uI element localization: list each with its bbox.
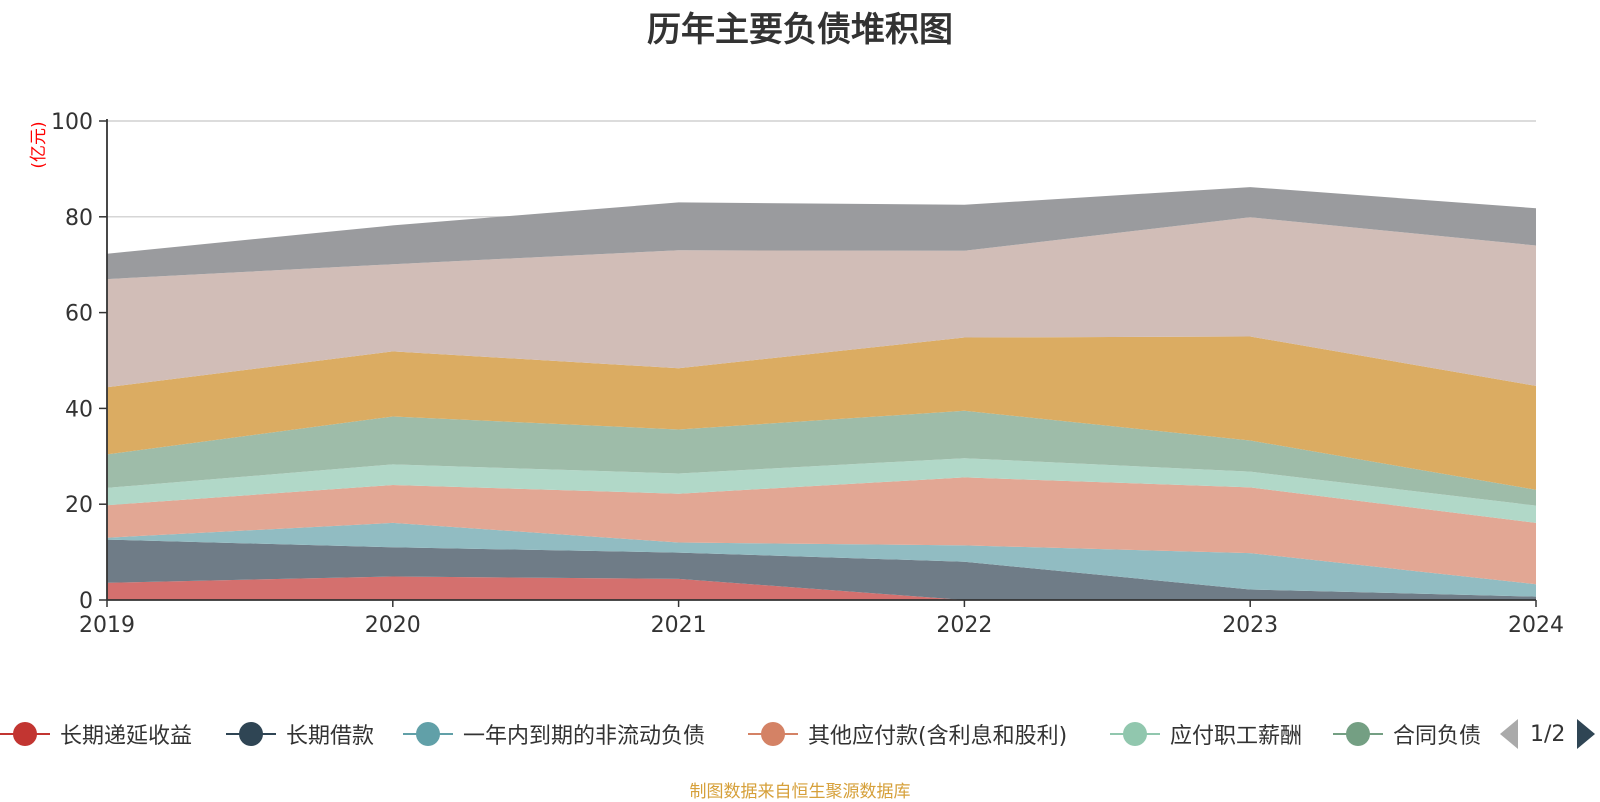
x-tick-label: 2019 [79, 613, 135, 638]
y-tick-label: 60 [65, 302, 93, 327]
y-axis-unit-label: (亿元) [29, 121, 49, 168]
axes: 0 20 40 60 80 100 2019 2020 2021 2022 2023 2024 [51, 110, 1564, 638]
source-note: 制图数据来自恒生聚源数据库 [689, 782, 911, 802]
x-tick-label: 2024 [1508, 613, 1564, 638]
x-tick-label: 2023 [1222, 613, 1278, 638]
legend-page-indicator: 1/2 [1530, 721, 1566, 747]
area-series-2[interactable] [107, 539, 1536, 600]
legend-item[interactable]: 其他应付款(含利息和股利) [748, 714, 1067, 754]
x-tick-label: 2021 [651, 613, 707, 638]
y-tick-label: 80 [65, 206, 93, 231]
legend-label: 长期递延收益 [60, 724, 193, 749]
legend-next-page-button[interactable] [1577, 719, 1596, 749]
y-tick-label: 100 [51, 110, 93, 135]
chart-title: 历年主要负债堆积图 [647, 10, 953, 50]
x-tick-label: 2022 [936, 613, 992, 638]
area-series [107, 187, 1536, 600]
area-series-4[interactable] [107, 477, 1536, 585]
legend: 长期递延收益 长期借款 一年内到期的非流动负债 其他应付款(含利息和股利) 应付职工薪酬… [0, 714, 1600, 754]
y-tick-label: 40 [65, 397, 93, 422]
y-tick-label: 20 [65, 493, 93, 518]
area-series-3[interactable] [107, 522, 1536, 597]
legend-marker-icon [0, 721, 50, 747]
y-tick-label: 0 [79, 589, 93, 614]
legend-pager: 1/2 [1500, 714, 1600, 754]
x-tick-label: 2020 [365, 613, 421, 638]
legend-marker-icon [403, 721, 453, 747]
legend-label: 一年内到期的非流动负债 [463, 724, 706, 749]
legend-marker-icon [226, 721, 276, 747]
legend-label: 应付职工薪酬 [1170, 724, 1303, 749]
legend-item[interactable]: 长期借款 [226, 714, 374, 754]
legend-marker-icon [1333, 721, 1383, 747]
legend-item[interactable]: 长期递延收益 [0, 714, 192, 754]
legend-label: 其他应付款(含利息和股利) [808, 724, 1068, 749]
area-series-9[interactable] [107, 187, 1536, 280]
legend-label: 合同负债 [1393, 724, 1482, 749]
legend-item[interactable]: 合同负债 [1333, 714, 1503, 754]
legend-item[interactable]: 应付职工薪酬 [1110, 714, 1302, 754]
area-series-7[interactable] [107, 336, 1536, 490]
legend-item[interactable]: 一年内到期的非流动负债 [403, 714, 705, 754]
legend-label: 长期借款 [286, 724, 375, 749]
area-series-6[interactable] [107, 410, 1536, 506]
legend-marker-icon [1110, 721, 1160, 747]
area-series-1[interactable] [107, 576, 1536, 601]
area-series-8[interactable] [107, 217, 1536, 388]
legend-prev-page-button[interactable] [1500, 719, 1518, 749]
legend-marker-icon [748, 721, 798, 747]
area-series-5[interactable] [107, 458, 1536, 523]
